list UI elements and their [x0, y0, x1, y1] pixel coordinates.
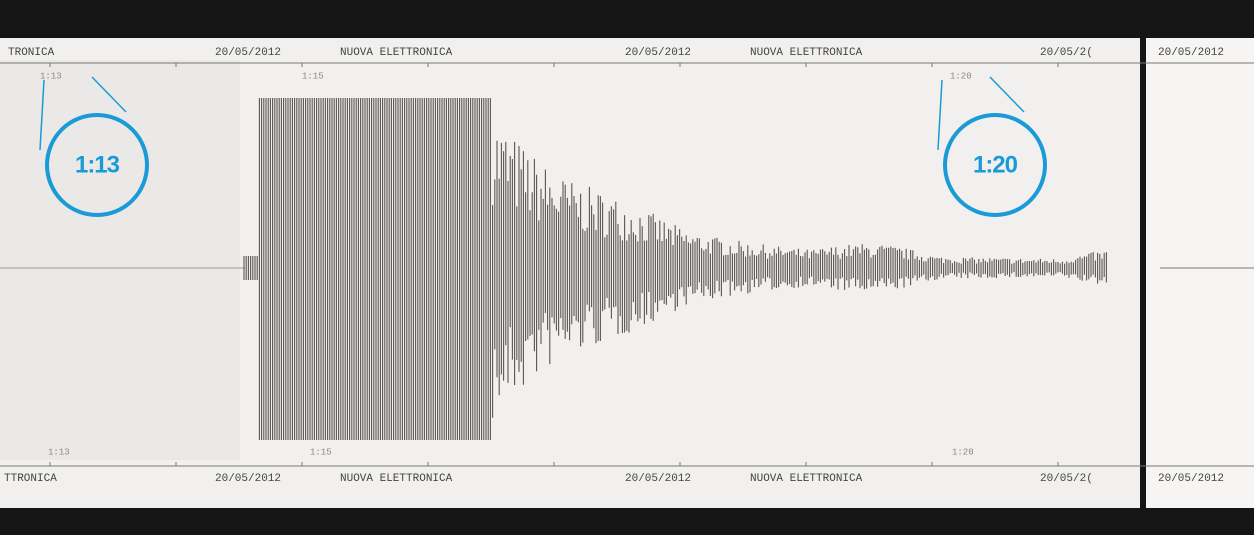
- paper-right: [1146, 38, 1254, 508]
- header-label: 20/05/2012: [215, 47, 281, 59]
- footer-label: 20/05/2012: [215, 473, 281, 485]
- time-mark: 1:13: [48, 447, 70, 457]
- header-label: NUOVA ELETTRONICA: [340, 47, 453, 59]
- footer-label: NUOVA ELETTRONICA: [340, 473, 453, 485]
- callout-circle: [45, 113, 149, 217]
- header-label: TRONICA: [8, 47, 55, 59]
- callout-circle: [943, 113, 1047, 217]
- time-mark: 1:15: [310, 447, 332, 457]
- header-label: 20/05/2012: [625, 47, 691, 59]
- header-label: NUOVA ELETTRONICA: [750, 47, 863, 59]
- footer-label: 20/05/2012: [625, 473, 691, 485]
- footer-label: 20/05/2(: [1040, 473, 1093, 485]
- time-mark: 1:15: [302, 71, 324, 81]
- header-label: 20/05/2(: [1040, 47, 1093, 59]
- waveform: [243, 98, 1107, 440]
- footer-label: 20/05/2012: [1158, 473, 1224, 485]
- time-mark: 1:20: [950, 71, 972, 81]
- leader-line: [989, 76, 1025, 113]
- paper-crease: [0, 60, 240, 460]
- callout-label: 1:13: [75, 151, 120, 178]
- header-label: 20/05/2012: [1158, 47, 1224, 59]
- time-mark: 1:20: [952, 447, 974, 457]
- callout-label: 1:20: [973, 151, 1018, 178]
- footer-label: NUOVA ELETTRONICA: [750, 473, 863, 485]
- leader-line: [39, 79, 45, 151]
- leader-line: [937, 79, 943, 151]
- footer-label: TTRONICA: [4, 473, 57, 485]
- time-mark: 1:13: [40, 71, 62, 81]
- leader-line: [91, 76, 127, 113]
